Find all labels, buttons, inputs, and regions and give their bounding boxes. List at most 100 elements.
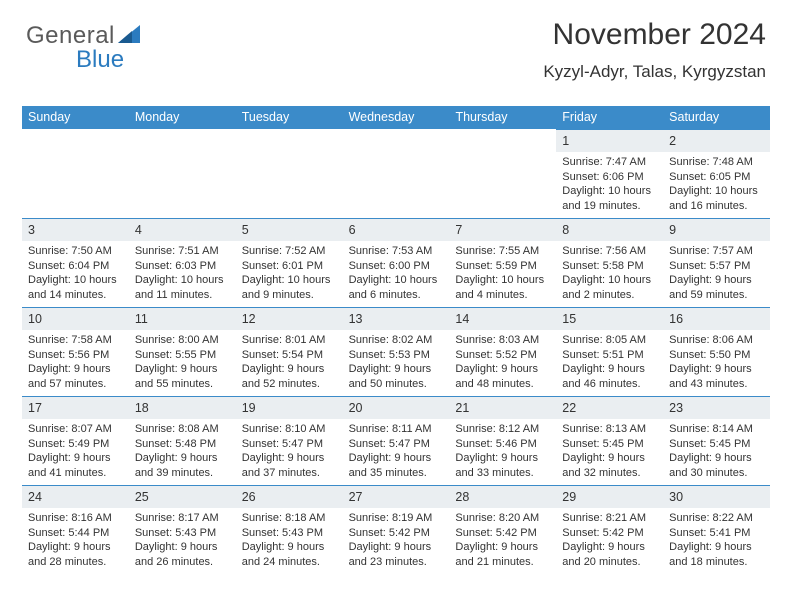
sunrise-text: Sunrise: 8:19 AM [349,511,444,526]
daylight-text: Daylight: 9 hours and 37 minutes. [242,451,337,480]
daynum-row: 18 [129,396,236,419]
sunset-text: Sunset: 5:46 PM [455,437,550,452]
sunset-text: Sunset: 5:54 PM [242,348,337,363]
sunrise-text: Sunrise: 8:11 AM [349,422,444,437]
cell-content: Sunrise: 8:08 AMSunset: 5:48 PMDaylight:… [129,419,236,485]
cell-content: Sunrise: 7:55 AMSunset: 5:59 PMDaylight:… [449,241,556,307]
daynum-row: 19 [236,396,343,419]
sunrise-text: Sunrise: 7:51 AM [135,244,230,259]
sunrise-text: Sunrise: 8:10 AM [242,422,337,437]
calendar-cell: 24Sunrise: 8:16 AMSunset: 5:44 PMDayligh… [22,485,129,574]
daylight-text: Daylight: 9 hours and 41 minutes. [28,451,123,480]
daylight-text: Daylight: 9 hours and 24 minutes. [242,540,337,569]
sunrise-text: Sunrise: 8:07 AM [28,422,123,437]
cell-content: Sunrise: 7:53 AMSunset: 6:00 PMDaylight:… [343,241,450,307]
daynum-row: 2 [663,129,770,152]
sunset-text: Sunset: 5:57 PM [669,259,764,274]
sunset-text: Sunset: 6:04 PM [28,259,123,274]
daynum-row: 16 [663,307,770,330]
calendar-cell: 7Sunrise: 7:55 AMSunset: 5:59 PMDaylight… [449,218,556,307]
cell-content: Sunrise: 7:52 AMSunset: 6:01 PMDaylight:… [236,241,343,307]
calendar-cell: 21 Sunrise: 8:12 AMSunset: 5:46 PMDayligh… [449,396,556,485]
sunrise-text: Sunrise: 7:53 AM [349,244,444,259]
calendar-cell: 23Sunrise: 8:14 AMSunset: 5:45 PMDayligh… [663,396,770,485]
cell-content: Sunrise: 8:12 AMSunset: 5:46 PMDaylight:… [449,419,556,485]
daylight-text: Daylight: 10 hours and 6 minutes. [349,273,444,302]
daylight-text: Daylight: 9 hours and 33 minutes. [455,451,550,480]
cell-content: Sunrise: 8:05 AMSunset: 5:51 PMDaylight:… [556,330,663,396]
cell-content: Sunrise: 8:16 AMSunset: 5:44 PMDaylight:… [22,508,129,574]
logo: General Blue [26,22,140,50]
day-number: 4 [135,223,142,237]
cell-content: Sunrise: 8:17 AMSunset: 5:43 PMDaylight:… [129,508,236,574]
calendar-cell: 25 Sunrise: 8:17 AMSunset: 5:43 PMDayligh… [129,485,236,574]
sunset-text: Sunset: 5:58 PM [562,259,657,274]
cell-content: Sunrise: 8:14 AMSunset: 5:45 PMDaylight:… [663,419,770,485]
daynum-row: 21 [449,396,556,419]
sunset-text: Sunset: 5:44 PM [28,526,123,541]
calendar-cell: 11Sunrise: 8:00 AMSunset: 5:55 PMDayligh… [129,307,236,396]
daynum-row: 26 [236,485,343,508]
sunrise-text: Sunrise: 7:57 AM [669,244,764,259]
cell-content: Sunrise: 7:57 AMSunset: 5:57 PMDaylight:… [663,241,770,307]
sunset-text: Sunset: 6:01 PM [242,259,337,274]
day-number: 28 [455,490,469,504]
day-number: 8 [562,223,569,237]
sunrise-text: Sunrise: 8:12 AM [455,422,550,437]
daynum-row: 17 [22,396,129,419]
sunrise-text: Sunrise: 7:55 AM [455,244,550,259]
calendar-cell: 15Sunrise: 8:05 AMSunset: 5:51 PMDayligh… [556,307,663,396]
daynum-row: 29 [556,485,663,508]
calendar-cell: 5Sunrise: 7:52 AMSunset: 6:01 PMDaylight… [236,218,343,307]
daylight-text: Daylight: 9 hours and 30 minutes. [669,451,764,480]
day-number: 27 [349,490,363,504]
daylight-text: Daylight: 9 hours and 28 minutes. [28,540,123,569]
day-number: 20 [349,401,363,415]
page-title: November 2024 [543,18,766,52]
calendar-cell: 3Sunrise: 7:50 AMSunset: 6:04 PMDaylight… [22,218,129,307]
cell-content [236,134,343,142]
sunset-text: Sunset: 5:59 PM [455,259,550,274]
daylight-text: Daylight: 9 hours and 52 minutes. [242,362,337,391]
daylight-text: Daylight: 9 hours and 26 minutes. [135,540,230,569]
day-number: 14 [455,312,469,326]
calendar-cell: 29Sunrise: 8:21 AMSunset: 5:42 PMDayligh… [556,485,663,574]
day-number: 1 [562,134,569,148]
daylight-text: Daylight: 9 hours and 43 minutes. [669,362,764,391]
cell-content [129,134,236,142]
calendar-cell [343,129,450,218]
daylight-text: Daylight: 10 hours and 11 minutes. [135,273,230,302]
sunrise-text: Sunrise: 7:48 AM [669,155,764,170]
daylight-text: Daylight: 9 hours and 50 minutes. [349,362,444,391]
calendar-cell: 28 Sunrise: 8:20 AMSunset: 5:42 PMDayligh… [449,485,556,574]
sunset-text: Sunset: 5:47 PM [242,437,337,452]
dayname-wed: Wednesday [343,106,450,129]
day-number: 25 [135,490,149,504]
cell-content: Sunrise: 8:03 AMSunset: 5:52 PMDaylight:… [449,330,556,396]
daylight-text: Daylight: 9 hours and 59 minutes. [669,273,764,302]
cell-content: Sunrise: 7:51 AMSunset: 6:03 PMDaylight:… [129,241,236,307]
day-number: 17 [28,401,42,415]
sunrise-text: Sunrise: 8:16 AM [28,511,123,526]
cell-content: Sunrise: 8:20 AMSunset: 5:42 PMDaylight:… [449,508,556,574]
daylight-text: Daylight: 9 hours and 55 minutes. [135,362,230,391]
day-number: 6 [349,223,356,237]
day-number: 10 [28,312,42,326]
sunset-text: Sunset: 5:45 PM [562,437,657,452]
calendar-cell: 27 Sunrise: 8:19 AMSunset: 5:42 PMDayligh… [343,485,450,574]
calendar-cell: 30Sunrise: 8:22 AMSunset: 5:41 PMDayligh… [663,485,770,574]
daynum-row: 14 [449,307,556,330]
day-number: 21 [455,401,469,415]
cell-content: Sunrise: 8:19 AMSunset: 5:42 PMDaylight:… [343,508,450,574]
daynum-row: 28 [449,485,556,508]
daylight-text: Daylight: 10 hours and 19 minutes. [562,184,657,213]
calendar-cell: 4 Sunrise: 7:51 AMSunset: 6:03 PMDaylight… [129,218,236,307]
cell-content: Sunrise: 8:13 AMSunset: 5:45 PMDaylight:… [556,419,663,485]
cell-content: Sunrise: 7:56 AMSunset: 5:58 PMDaylight:… [556,241,663,307]
sunset-text: Sunset: 6:03 PM [135,259,230,274]
daylight-text: Daylight: 9 hours and 46 minutes. [562,362,657,391]
sunset-text: Sunset: 5:42 PM [562,526,657,541]
sunrise-text: Sunrise: 8:08 AM [135,422,230,437]
dayname-mon: Monday [129,106,236,129]
cell-content: Sunrise: 8:11 AMSunset: 5:47 PMDaylight:… [343,419,450,485]
